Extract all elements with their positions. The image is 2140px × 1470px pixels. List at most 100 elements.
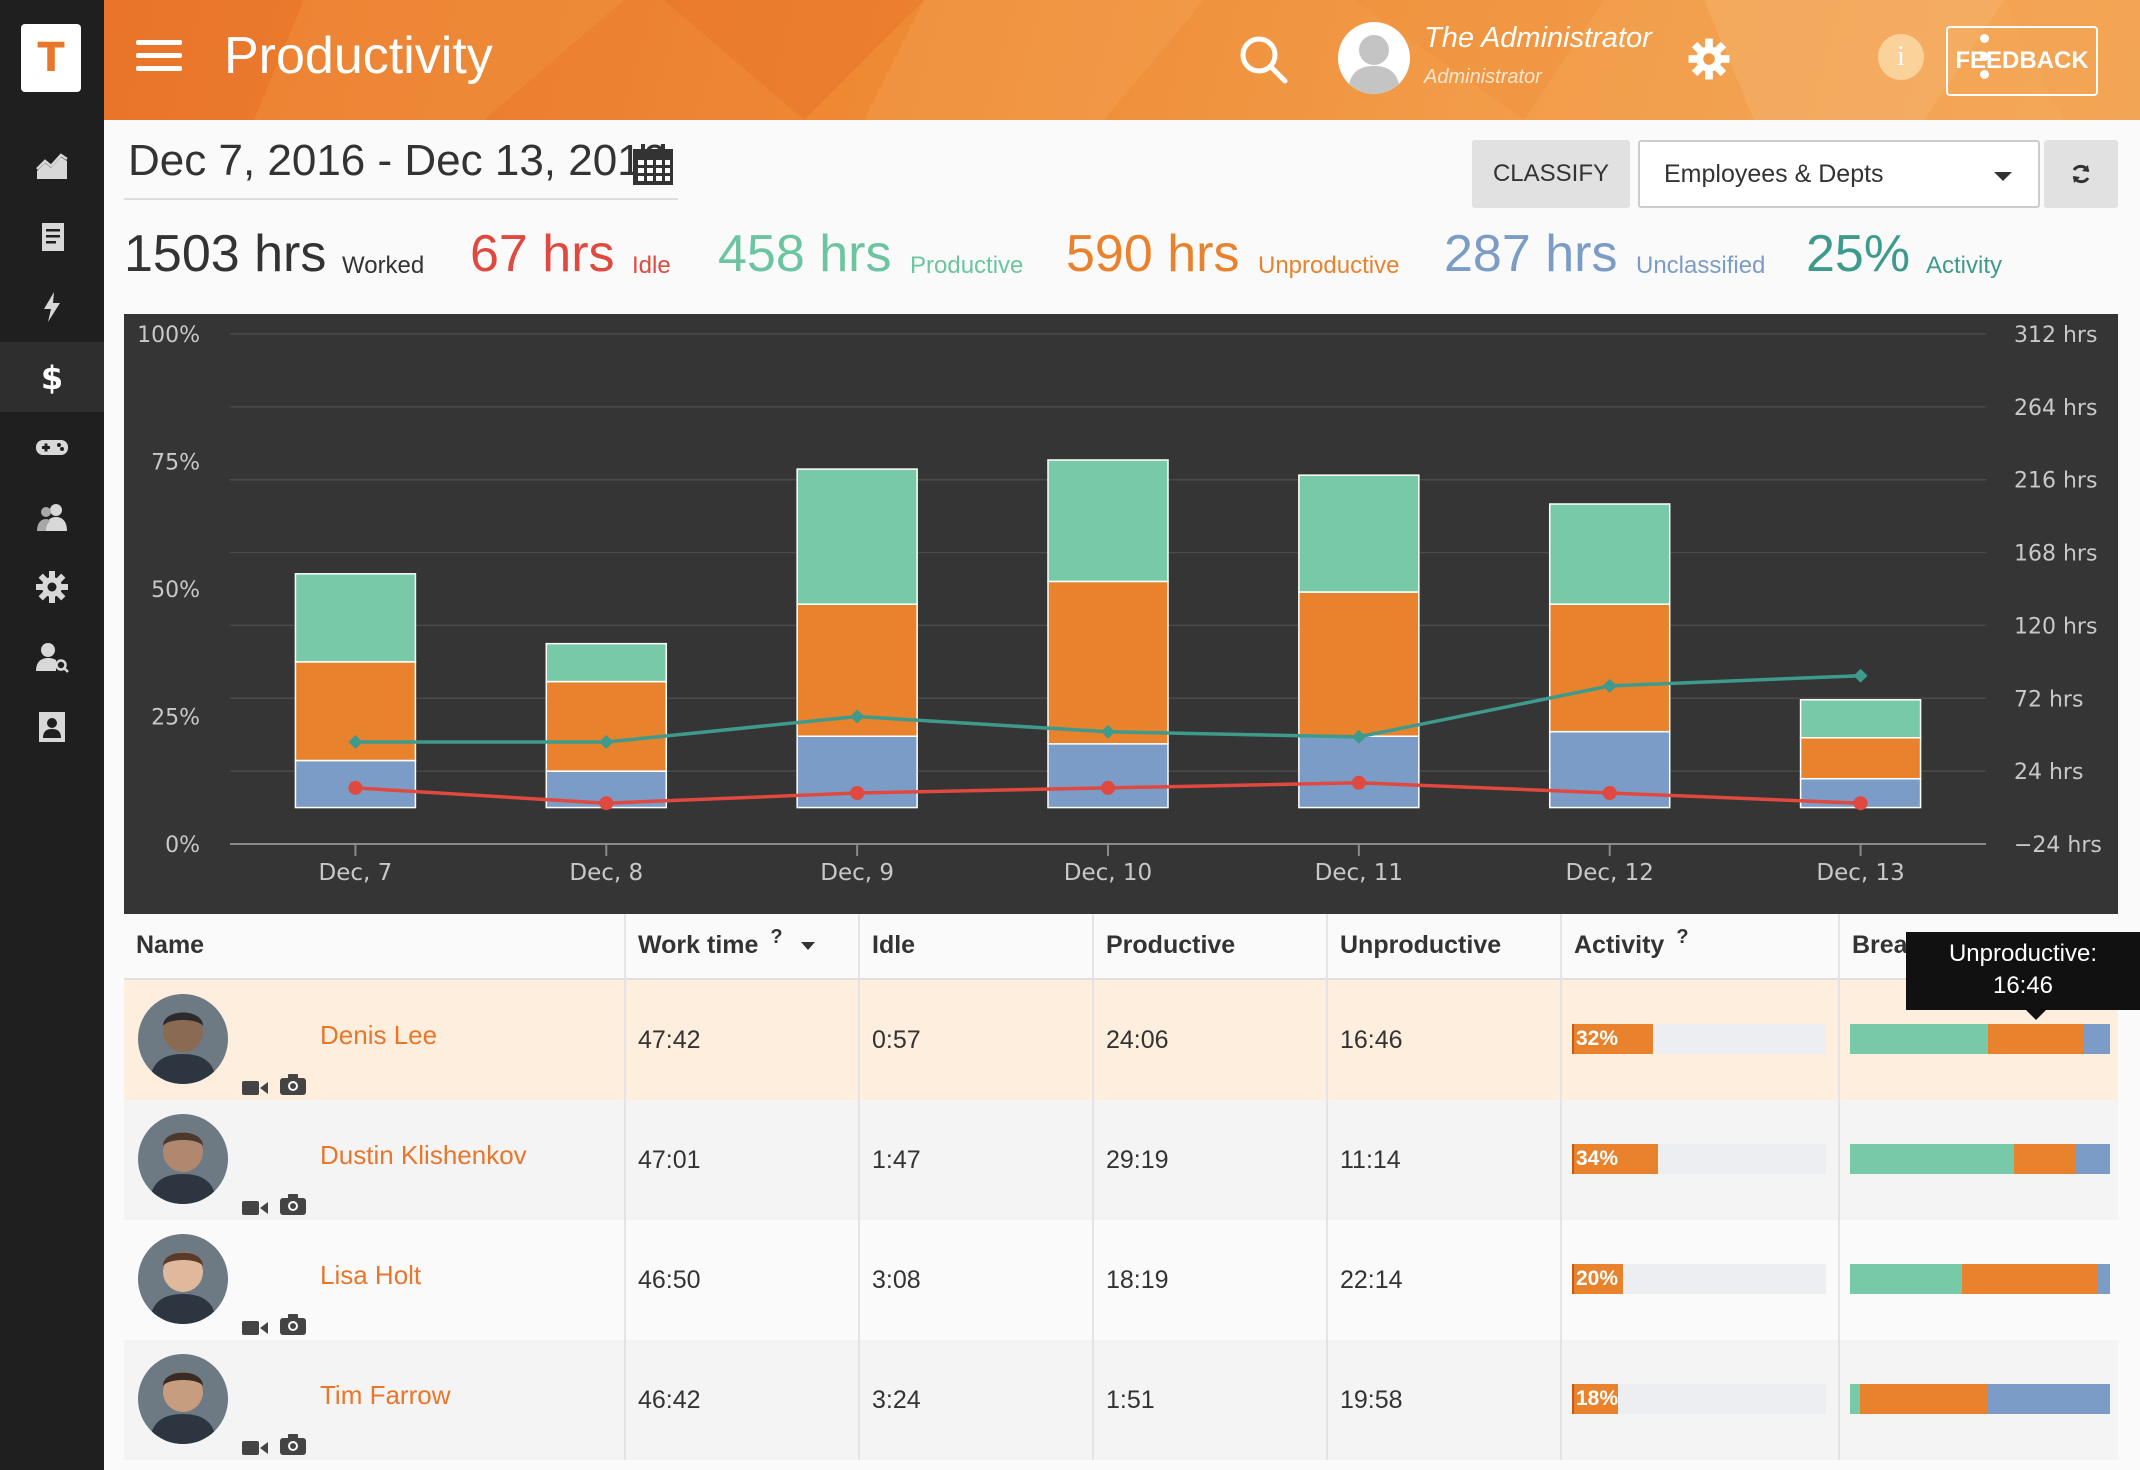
right-axis-tick-label: 24 hrs	[2014, 760, 2083, 785]
sidebar-item-productivity[interactable]: $	[0, 342, 104, 412]
user-silhouette-icon	[1348, 35, 1400, 94]
sidebar-item-profile[interactable]	[0, 692, 104, 762]
breakdown-unproductive-segment[interactable]	[2013, 1144, 2077, 1174]
gear-icon	[36, 571, 68, 603]
activity-percent: 18%	[1576, 1387, 1619, 1410]
sidebar-item-dashboard[interactable]	[0, 132, 104, 202]
user-name[interactable]: The Administrator	[1424, 22, 1652, 54]
page-title: Productivity	[224, 27, 493, 85]
employee-avatar[interactable]	[138, 1354, 228, 1444]
employee-avatar[interactable]	[138, 1234, 228, 1324]
breakdown-unproductive-segment[interactable]	[1860, 1384, 1988, 1414]
top-bar: Productivity The Administrator Administr…	[104, 0, 2140, 120]
user-avatar[interactable]	[1338, 22, 1410, 94]
table-row[interactable]: Lisa Holt 46:50 3:08 18:19 22:14 20%	[124, 1220, 2118, 1340]
point-activity-4	[1351, 729, 1366, 744]
breakdown-productive-segment[interactable]	[1850, 1384, 1861, 1414]
cell-name: Tim Farrow	[124, 1340, 624, 1460]
activity-bar-fill	[1572, 1024, 1653, 1054]
app-logo[interactable]: T	[21, 24, 81, 92]
feedback-button[interactable]: FEEDBACK	[1946, 26, 2098, 96]
breakdown-bar[interactable]	[1850, 1024, 2110, 1054]
bar-productive-1	[545, 642, 668, 683]
camera-icon[interactable]	[280, 1267, 306, 1387]
breakdown-bar[interactable]	[1850, 1144, 2110, 1174]
video-camera-icon[interactable]	[242, 1030, 268, 1150]
x-axis-tick-label: Dec, 8	[569, 860, 643, 886]
sidebar-item-activity[interactable]	[0, 272, 104, 342]
col-header-unproductive[interactable]: Unproductive	[1326, 914, 1560, 980]
breakdown-productive-segment[interactable]	[1850, 1144, 2014, 1174]
sidebar-item-settings[interactable]	[0, 552, 104, 622]
cell-unproductive: 16:46	[1326, 980, 1560, 1100]
menu-button[interactable]	[136, 40, 182, 76]
sidebar-item-apps[interactable]	[0, 412, 104, 482]
cell-name: Denis Lee	[124, 980, 624, 1100]
group-select[interactable]: Employees & Depts	[1638, 140, 2040, 208]
employee-photo	[138, 1114, 228, 1204]
cell-activity: 32%	[1560, 980, 1838, 1100]
breakdown-bar[interactable]	[1850, 1384, 2110, 1414]
camera-icon[interactable]	[280, 1027, 306, 1147]
breakdown-unproductive-segment[interactable]	[1987, 1024, 2084, 1054]
classify-button[interactable]: CLASSIFY	[1472, 140, 1630, 208]
calendar-button[interactable]	[630, 142, 676, 192]
sort-desc-icon[interactable]	[800, 942, 815, 951]
help-icon[interactable]: ?	[1676, 926, 1689, 948]
col-header-idle[interactable]: Idle	[858, 914, 1092, 980]
right-axis-tick-label: 72 hrs	[2014, 687, 2083, 712]
employee-avatar[interactable]	[138, 1114, 228, 1204]
camera-icon[interactable]	[280, 1387, 306, 1470]
stat-productive-label: Productive	[910, 252, 1024, 279]
col-header-name[interactable]: Name	[124, 914, 624, 980]
video-camera-icon[interactable]	[242, 1150, 268, 1270]
breakdown-unclassified-segment[interactable]	[1987, 1384, 2110, 1414]
breakdown-unproductive-segment[interactable]	[1961, 1264, 2097, 1294]
x-axis-tick-label: Dec, 12	[1566, 860, 1654, 886]
cell-productive: 18:19	[1092, 1220, 1326, 1340]
breakdown-bar[interactable]	[1850, 1264, 2110, 1294]
col-header-unproductive-label: Unproductive	[1340, 931, 1502, 959]
video-camera-icon[interactable]	[242, 1270, 268, 1390]
employee-avatar[interactable]	[138, 994, 228, 1084]
table-row[interactable]: Tim Farrow 46:42 3:24 1:51 19:58 18%	[124, 1340, 2118, 1460]
date-range[interactable]: Dec 7, 2016 - Dec 13, 2016	[128, 136, 667, 185]
camera-icon[interactable]	[280, 1147, 306, 1267]
cell-name: Lisa Holt	[124, 1220, 624, 1340]
employee-name-link[interactable]: Lisa Holt	[320, 1260, 422, 1290]
employee-name-link[interactable]: Tim Farrow	[320, 1380, 451, 1410]
sidebar-item-employees[interactable]	[0, 482, 104, 552]
table-row[interactable]: Denis Lee 47:42 0:57 24:06 16:46 32%	[124, 980, 2118, 1100]
stat-unproductive-value: 590 hrs	[1066, 225, 1240, 283]
breakdown-unclassified-segment[interactable]	[2096, 1264, 2110, 1294]
x-axis-tick-label: Dec, 11	[1315, 860, 1403, 886]
breakdown-tooltip: Unproductive: 16:46	[1906, 932, 2140, 1010]
employee-name-link[interactable]: Dustin Klishenkov	[320, 1140, 527, 1170]
col-header-work-time[interactable]: Work time?	[624, 914, 858, 980]
stat-worked-label: Worked	[342, 252, 425, 279]
sidebar-item-user-lookup[interactable]	[0, 622, 104, 692]
settings-button[interactable]	[1686, 36, 1732, 86]
point-idle-3	[1101, 780, 1115, 795]
search-button[interactable]	[1238, 34, 1290, 90]
col-header-productive[interactable]: Productive	[1092, 914, 1326, 980]
video-camera-icon[interactable]	[242, 1390, 268, 1470]
cell-productive: 29:19	[1092, 1100, 1326, 1220]
right-axis-tick-label: 216 hrs	[2014, 469, 2097, 494]
breakdown-productive-segment[interactable]	[1850, 1264, 1962, 1294]
col-header-activity[interactable]: Activity?	[1560, 914, 1838, 980]
gamepad-icon	[36, 440, 68, 455]
info-button[interactable]: i	[1878, 34, 1924, 80]
stat-idle-value: 67 hrs	[470, 225, 615, 283]
more-options-button[interactable]	[1980, 34, 1994, 88]
employee-name-link[interactable]: Denis Lee	[320, 1020, 438, 1050]
help-icon[interactable]: ?	[770, 926, 783, 948]
breakdown-productive-segment[interactable]	[1850, 1024, 1988, 1054]
point-activity-1	[599, 735, 614, 749]
table-row[interactable]: Dustin Klishenkov 47:01 1:47 29:19 11:14 34%	[124, 1100, 2118, 1220]
search-icon	[1240, 36, 1288, 84]
breakdown-unclassified-segment[interactable]	[2076, 1144, 2110, 1174]
sidebar-item-reports[interactable]	[0, 202, 104, 272]
breakdown-unclassified-segment[interactable]	[2083, 1024, 2110, 1054]
refresh-button[interactable]	[2044, 140, 2118, 208]
